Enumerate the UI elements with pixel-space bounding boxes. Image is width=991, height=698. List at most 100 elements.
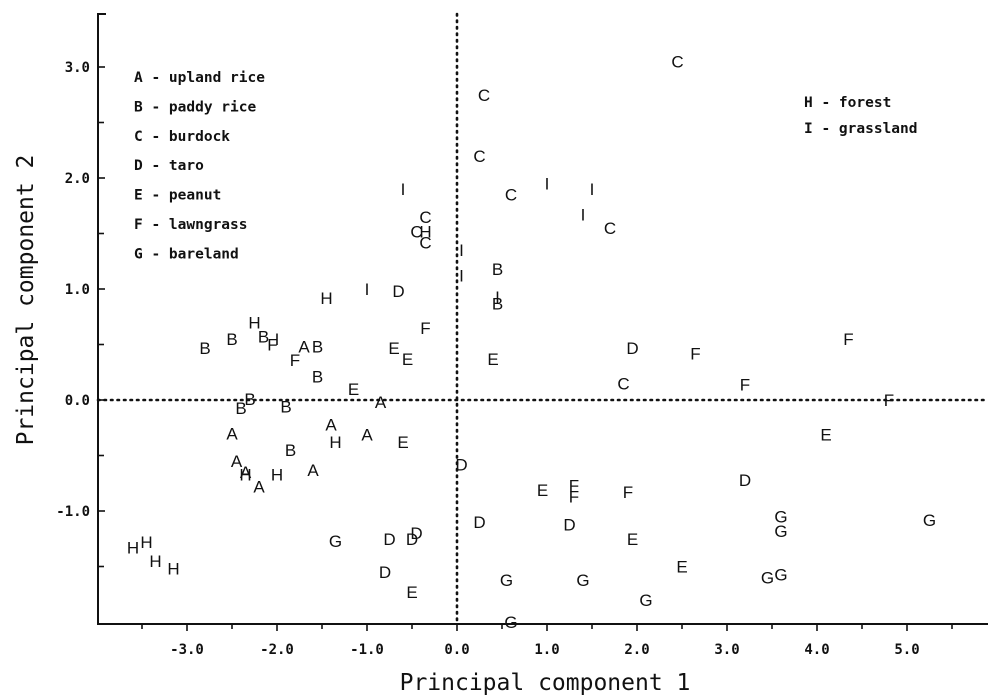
- point-c: C: [505, 186, 517, 205]
- point-b: B: [199, 339, 210, 358]
- point-a: A: [226, 424, 238, 443]
- legend-entry-i: I - grassland: [804, 121, 918, 137]
- point-h: H: [167, 560, 179, 579]
- point-g: G: [774, 522, 787, 541]
- point-h: H: [419, 222, 431, 241]
- point-e: E: [487, 350, 498, 369]
- point-f: F: [690, 344, 700, 363]
- point-f: F: [884, 391, 894, 410]
- point-f: F: [569, 488, 579, 507]
- point-c: C: [671, 52, 683, 71]
- point-i: I: [401, 180, 406, 199]
- point-h: H: [320, 289, 332, 308]
- x-tick-label: -2.0: [260, 642, 294, 658]
- point-d: D: [379, 563, 391, 582]
- axes: [97, 13, 988, 625]
- point-c: C: [419, 208, 431, 227]
- point-f: F: [420, 319, 430, 338]
- point-h: H: [140, 533, 152, 552]
- point-g: G: [500, 571, 513, 590]
- point-d: D: [626, 339, 638, 358]
- point-b: B: [492, 260, 503, 279]
- x-tick-label: 3.0: [714, 642, 739, 658]
- point-h: H: [248, 313, 260, 332]
- point-b: B: [492, 294, 503, 313]
- point-b: B: [312, 338, 323, 357]
- point-b: B: [280, 398, 291, 417]
- point-a: A: [240, 463, 252, 482]
- point-e: E: [388, 339, 399, 358]
- point-i: I: [275, 330, 280, 349]
- point-h: H: [329, 433, 341, 452]
- y-tick-label: -1.0: [56, 504, 90, 520]
- point-b: B: [258, 328, 269, 347]
- point-d: D: [383, 530, 395, 549]
- point-e: E: [676, 558, 687, 577]
- point-i: I: [545, 175, 550, 194]
- point-b: B: [235, 399, 246, 418]
- point-a: A: [298, 338, 310, 357]
- point-c: C: [410, 222, 422, 241]
- legend-entry-g: G - bareland: [134, 246, 239, 262]
- point-d: D: [392, 282, 404, 301]
- legend-entry-d: D - taro: [134, 158, 204, 174]
- point-b: B: [226, 330, 237, 349]
- legend-entry-b: B - paddy rice: [134, 99, 256, 115]
- point-d: D: [410, 524, 422, 543]
- point-d: D: [473, 513, 485, 532]
- point-a: A: [325, 415, 337, 434]
- x-tick-label: -3.0: [170, 642, 204, 658]
- point-f: F: [843, 330, 853, 349]
- point-g: G: [576, 571, 589, 590]
- point-d: D: [563, 515, 575, 534]
- point-c: C: [617, 374, 629, 393]
- point-c: C: [473, 147, 485, 166]
- point-f: F: [290, 351, 300, 370]
- point-f: F: [623, 483, 633, 502]
- point-f: F: [267, 336, 277, 355]
- x-tick-label: 4.0: [804, 642, 829, 658]
- legend-entry-e: E - peanut: [134, 188, 221, 204]
- point-g: G: [774, 565, 787, 584]
- legend-entry-f: F - lawngrass: [134, 217, 248, 233]
- point-g: G: [761, 569, 774, 588]
- legend-entry-h: H - forest: [804, 95, 891, 111]
- point-d: D: [455, 455, 467, 474]
- point-h: H: [127, 539, 139, 558]
- point-f: F: [740, 375, 750, 394]
- point-a: A: [307, 461, 319, 480]
- point-e: E: [627, 530, 638, 549]
- ticks: -3.0 -2.0 -1.0 0.0 1.0 2.0 3.0 4.0 5.0 3.0 2.0 1.0 0…: [56, 60, 953, 658]
- point-g: G: [504, 613, 517, 632]
- point-b: B: [312, 368, 323, 387]
- y-tick-label: 2.0: [65, 171, 90, 187]
- point-e: E: [348, 380, 359, 399]
- point-g: G: [329, 532, 342, 551]
- point-c: C: [478, 86, 490, 105]
- point-e: E: [406, 583, 417, 602]
- point-h: H: [239, 465, 251, 484]
- point-i: I: [581, 206, 586, 225]
- point-e: E: [402, 350, 413, 369]
- point-e: E: [820, 425, 831, 444]
- point-i: I: [365, 280, 370, 299]
- point-e: E: [537, 481, 548, 500]
- x-tick-label: -1.0: [350, 642, 384, 658]
- point-c: C: [604, 219, 616, 238]
- point-f: F: [569, 476, 579, 495]
- point-b: B: [244, 390, 255, 409]
- axis-frame: [97, 13, 988, 625]
- point-c: C: [419, 233, 431, 252]
- point-b: B: [285, 441, 296, 460]
- x-tick-label: 0.0: [444, 642, 469, 658]
- point-a: A: [253, 478, 265, 497]
- point-g: G: [639, 591, 652, 610]
- y-tick-label: 0.0: [65, 393, 90, 409]
- point-h: H: [271, 465, 283, 484]
- point-a: A: [361, 425, 373, 444]
- y-tick-label: 1.0: [65, 282, 90, 298]
- point-i: I: [590, 180, 595, 199]
- legend: A - upland rice B - paddy rice C - burdock…: [134, 70, 918, 262]
